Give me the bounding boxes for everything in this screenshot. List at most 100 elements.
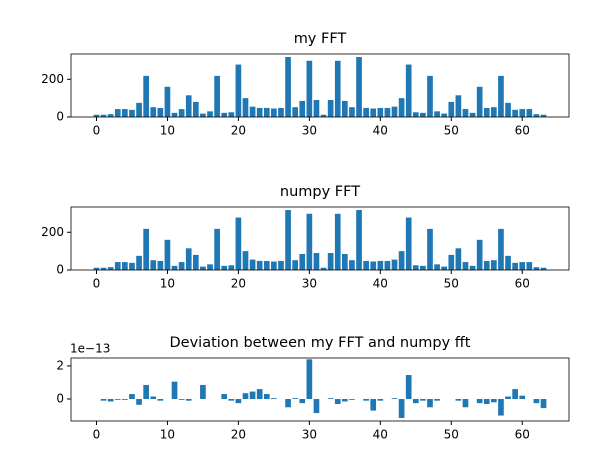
y-tick-label: 200 [41,72,64,86]
bar [100,399,107,401]
bar [341,399,348,402]
bar [505,102,511,117]
bar [278,107,284,117]
bar [483,260,490,270]
bar [384,260,391,270]
x-tick-label: 0 [93,428,101,442]
axes-frame [70,357,570,422]
bar [540,399,547,409]
bar [505,396,511,400]
y-tick-label: 200 [41,225,64,239]
bar [448,101,455,117]
bar [370,399,377,411]
bar [292,260,299,270]
bar [299,253,306,270]
bar [427,399,433,408]
bar [185,399,192,401]
bar [512,262,518,270]
bar [228,399,235,401]
bar [341,253,348,270]
bar [327,398,334,400]
bar [228,112,235,117]
bar [292,398,299,400]
bar [299,100,306,117]
bar [427,228,433,270]
bar [164,86,171,117]
bar [533,399,540,404]
bar [327,253,334,270]
bar [143,384,149,400]
bar [434,111,440,117]
bar [185,95,192,117]
bar [420,112,426,117]
axes-frame [70,206,570,271]
bar [249,259,256,270]
bar [100,267,107,270]
bar [214,228,220,270]
bar [462,399,469,408]
bar [122,109,128,117]
bar [526,109,533,117]
bar [455,399,462,401]
x-tick-label: 20 [231,277,246,291]
bar [391,259,398,270]
x-tick-label: 30 [302,428,317,442]
bar [207,111,213,117]
x-tick-label: 60 [515,428,530,442]
x-tick-label: 30 [302,277,317,291]
bar [164,239,171,270]
bar [107,114,114,117]
bar [455,248,462,270]
x-tick-label: 40 [373,124,388,138]
bar [256,260,263,270]
bar [498,228,504,270]
bar [377,399,384,401]
bar [363,107,369,117]
bar [334,60,341,117]
bar [178,262,185,270]
bar [349,399,355,400]
bar [320,267,327,270]
bar [249,391,256,400]
bar [313,399,320,414]
bar [228,265,235,270]
bar [462,262,469,270]
bar [476,239,483,270]
bar [285,57,291,117]
bar [533,114,540,117]
x-tick-label: 20 [231,124,246,138]
bar [320,114,327,117]
bar [157,260,164,270]
bar [356,57,362,117]
bar [256,107,263,117]
bar [377,107,384,117]
bar [129,109,135,117]
bar [420,265,426,270]
bar [412,112,419,117]
bar [271,398,277,400]
bar [129,262,135,270]
bar [306,359,313,400]
bar [469,265,476,270]
bar [249,106,256,117]
bar [476,399,483,404]
bar [363,260,369,270]
x-tick-label: 0 [93,277,101,291]
bar [150,107,157,117]
bar [122,262,128,270]
bar [519,262,526,270]
bar [157,107,164,117]
bar [171,112,178,117]
bar [192,101,199,117]
bar [498,75,504,117]
bar [114,399,121,400]
bar [483,107,490,117]
bar [235,64,242,117]
x-tick-label: 20 [231,428,246,442]
bar [540,114,547,117]
bar [114,262,121,270]
bar [93,114,100,117]
bar [420,399,426,401]
bar [533,267,540,270]
bar [462,109,469,117]
